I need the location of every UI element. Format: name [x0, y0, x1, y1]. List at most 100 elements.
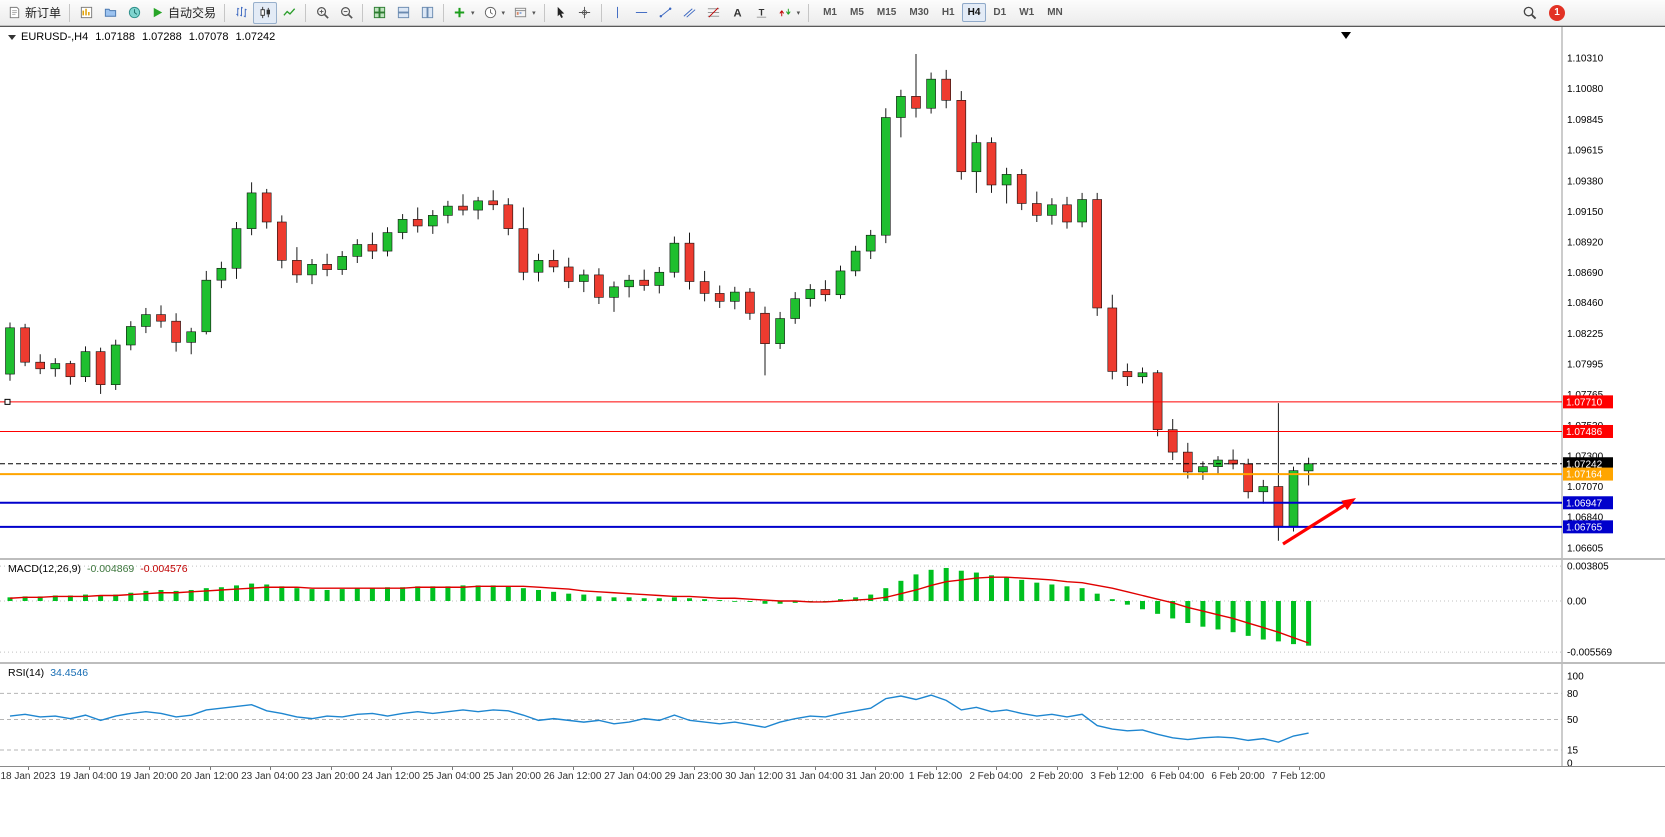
macd-pane[interactable]: 0.003805 0.00 -0.005569: [0, 560, 1665, 662]
profiles-folder-icon: [103, 5, 118, 20]
timeframe-h1[interactable]: H1: [936, 3, 961, 22]
macd-svg[interactable]: 0.003805 0.00 -0.005569: [0, 560, 1665, 662]
time-tick: [149, 767, 150, 770]
arrange-horizontal-icon: [396, 5, 411, 20]
macd-signal-line: [9, 576, 1309, 644]
label-icon: T: [754, 5, 769, 20]
price-chart-svg[interactable]: 1.10310 1.10080 1.09845 1.09615 1.09380 1.091…: [0, 27, 1665, 558]
zoom-in-button[interactable]: [310, 2, 334, 24]
time-label: 6 Feb 20:00: [1211, 771, 1265, 782]
arrange-horizontal-button[interactable]: [391, 2, 415, 24]
svg-text:1.09845: 1.09845: [1567, 115, 1604, 126]
candlestick-mode-button[interactable]: [253, 1, 278, 24]
toolbar-separator: [362, 3, 364, 22]
add-indicator-button[interactable]: ▾: [448, 2, 479, 24]
templates-button[interactable]: ▾: [509, 2, 540, 24]
bar-chart-icon: [234, 5, 249, 20]
svg-text:0.00: 0.00: [1567, 597, 1587, 608]
cursor-icon: [553, 5, 568, 20]
arrows-tool-button[interactable]: ▾: [774, 2, 805, 24]
autotrading-label: 自动交易: [168, 6, 217, 20]
time-tick: [1177, 767, 1179, 770]
tile-windows-button[interactable]: [367, 2, 391, 24]
macd-histogram: [7, 567, 1312, 646]
timeframe-m1[interactable]: M1: [817, 3, 843, 22]
main-chart-pane[interactable]: 1.10310 1.10080 1.09845 1.09615 1.09380 1.091…: [0, 26, 1665, 558]
label-tool-button[interactable]: T: [750, 2, 774, 24]
timeframe-mn[interactable]: MN: [1041, 3, 1069, 22]
time-tick: [391, 767, 392, 770]
new-order-button[interactable]: 新订单: [3, 2, 65, 24]
market-watch-button[interactable]: [122, 2, 146, 24]
time-label: 25 Jan 04:00: [422, 771, 481, 782]
crosshair-tool-button[interactable]: [573, 2, 597, 24]
vertical-line-tool-button[interactable]: [606, 2, 630, 24]
clock-icon: [483, 5, 498, 20]
time-label: 18 Jan 2023: [0, 771, 56, 782]
svg-text:1.08690: 1.08690: [1567, 268, 1604, 279]
svg-text:100: 100: [1567, 672, 1584, 683]
svg-text:1.07164: 1.07164: [1566, 470, 1603, 481]
svg-text:1.10080: 1.10080: [1567, 84, 1604, 95]
timeframe-w1[interactable]: W1: [1013, 3, 1040, 22]
candlestick-chart-icon: [258, 5, 273, 20]
cursor-tool-button[interactable]: [549, 2, 573, 24]
time-label: 7 Feb 12:00: [1271, 771, 1326, 782]
fibonacci-tool-button[interactable]: [702, 2, 726, 24]
svg-text:1.06840: 1.06840: [1567, 512, 1604, 523]
arrow-annotation[interactable]: [1282, 498, 1356, 546]
notification-badge[interactable]: 1: [1549, 4, 1565, 21]
bar-chart-mode-button[interactable]: [229, 2, 253, 24]
line-chart-mode-button[interactable]: [277, 2, 301, 24]
svg-text:0.003805: 0.003805: [1567, 562, 1609, 573]
periods-button[interactable]: ▾: [479, 2, 510, 24]
time-tick: [1298, 767, 1300, 770]
zoom-in-icon: [315, 5, 330, 20]
svg-text:1.08460: 1.08460: [1567, 298, 1604, 309]
horizontal-line-tool-button[interactable]: [630, 2, 654, 24]
svg-text:1.06947: 1.06947: [1566, 498, 1603, 509]
time-tick: [875, 767, 876, 770]
time-label: 25 Jan 20:00: [483, 771, 541, 782]
candles[interactable]: [5, 54, 1314, 541]
timeframe-d1[interactable]: D1: [987, 3, 1012, 22]
pane-splitter[interactable]: [0, 662, 1665, 664]
text-icon: A: [730, 5, 745, 20]
time-label: 30 Jan 12:00: [725, 771, 783, 782]
time-axis[interactable]: 18 Jan 2023 19 Jan 04:00 19 Jan 20:00 20 Ja…: [0, 766, 1665, 790]
autotrading-button[interactable]: 自动交易: [146, 2, 220, 24]
svg-text:A: A: [734, 7, 742, 19]
arrange-vertical-button[interactable]: [415, 2, 439, 24]
trendline-tool-button[interactable]: [654, 2, 678, 24]
rsi-pane[interactable]: 100 80 50 15 0: [0, 664, 1665, 766]
time-label: 26 Jan 12:00: [543, 771, 602, 782]
crosshair-icon: [577, 5, 592, 20]
rsi-name: RSI(14): [8, 667, 45, 679]
dropdown-caret-icon: ▾: [501, 9, 506, 17]
add-indicator-icon: [452, 5, 467, 20]
time-tick: [633, 767, 634, 770]
svg-text:50: 50: [1567, 715, 1579, 726]
time-label: 1 Feb 12:00: [908, 771, 963, 782]
horizontal-line-icon: [634, 5, 649, 20]
pane-splitter[interactable]: [0, 558, 1665, 560]
svg-text:1.10310: 1.10310: [1567, 54, 1604, 65]
timeframe-m5[interactable]: M5: [844, 3, 870, 22]
zoom-out-button[interactable]: [334, 2, 358, 24]
new-chart-button[interactable]: [74, 2, 98, 24]
rsi-svg[interactable]: 100 80 50 15 0: [0, 664, 1665, 766]
search-button[interactable]: [1517, 2, 1541, 24]
macd-signal-value: -0.004576: [140, 563, 188, 575]
profiles-button[interactable]: [98, 2, 122, 24]
text-tool-button[interactable]: A: [726, 2, 750, 24]
channel-tool-button[interactable]: [678, 2, 702, 24]
time-tick: [330, 767, 332, 770]
timeframe-h4[interactable]: H4: [961, 3, 987, 22]
svg-text:1.08225: 1.08225: [1567, 329, 1604, 340]
timeframe-m15[interactable]: M15: [871, 3, 902, 22]
ohlc-close: 1.07242: [235, 31, 276, 43]
vertical-line-icon: [610, 5, 625, 20]
macd-name: MACD(12,26,9): [8, 563, 81, 575]
timeframe-m30[interactable]: M30: [903, 3, 934, 22]
